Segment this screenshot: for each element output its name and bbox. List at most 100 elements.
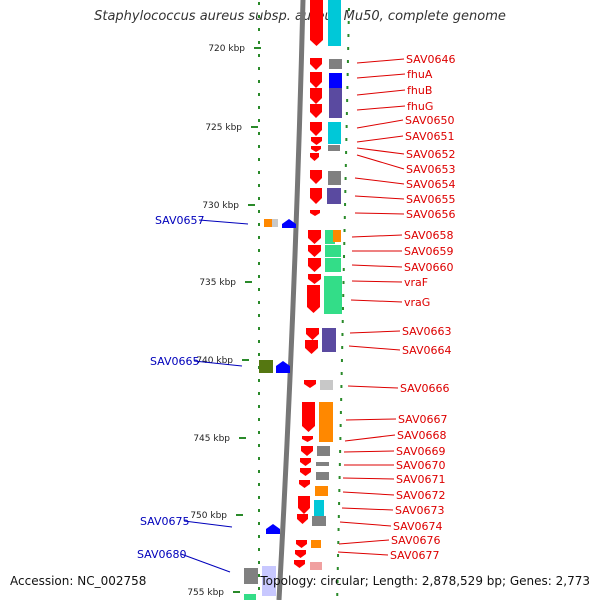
guide-dot [336, 580, 339, 583]
gene-block [328, 122, 341, 136]
guide-dot [258, 496, 260, 499]
gene-block [319, 402, 333, 442]
guide-dot [258, 327, 260, 330]
gene-arrow [306, 328, 319, 340]
gene-block [314, 500, 324, 518]
gene-arrow [294, 560, 305, 568]
axis-tick-label: 740 kbp [196, 356, 233, 366]
guide-dot [339, 450, 342, 453]
label-connector [341, 507, 394, 511]
guide-dot [258, 184, 260, 187]
label-connector [356, 147, 405, 155]
guide-dot [258, 106, 260, 109]
guide-dot [258, 470, 260, 473]
guide-dot [341, 333, 344, 336]
guide-dot [258, 80, 260, 83]
axis-tick [254, 47, 261, 49]
gene-arrow [302, 436, 313, 442]
guide-dot [340, 398, 343, 401]
gene-label: SAV0650 [405, 114, 455, 127]
guide-dot [258, 353, 260, 356]
guide-dot [258, 28, 260, 31]
gene-arrow [304, 380, 316, 388]
gene-block [325, 245, 341, 257]
gene-label: fhuA [407, 68, 433, 81]
gene-arrow [296, 540, 307, 548]
label-connector [351, 264, 403, 268]
gene-arrow [297, 514, 308, 524]
label-connector [354, 195, 405, 200]
gene-arrow [308, 258, 321, 272]
guide-dot [337, 541, 340, 544]
guide-dot [343, 229, 346, 232]
gene-arrow [310, 188, 322, 204]
label-connector [344, 434, 396, 442]
axis-tick [239, 437, 246, 439]
guide-dot [337, 554, 340, 557]
label-connector [337, 551, 389, 556]
guide-dot [346, 60, 349, 63]
gene-label: SAV0667 [398, 413, 448, 426]
guide-dot [258, 457, 260, 460]
label-connector [356, 105, 406, 111]
guide-dot [347, 47, 350, 50]
guide-dot [258, 275, 260, 278]
gene-arrow [311, 137, 322, 145]
gene-label: SAV0669 [396, 445, 446, 458]
gene-block [311, 540, 321, 548]
gene-label: SAV0680 [137, 548, 187, 561]
guide-dot [258, 431, 260, 434]
guide-dot [340, 359, 343, 362]
map-title: Staphylococcus aureus subsp. aureus Mu50… [94, 9, 506, 24]
gene-arrow [310, 153, 319, 161]
label-connector [356, 73, 406, 79]
gene-label: vraG [404, 296, 430, 309]
gene-label: SAV0651 [405, 130, 455, 143]
guide-dot [258, 210, 260, 213]
axis-tick [245, 281, 252, 283]
guide-dot [258, 288, 260, 291]
guide-dot [258, 15, 260, 18]
gene-block [244, 568, 258, 584]
label-connector [356, 89, 406, 96]
guide-dot [258, 379, 260, 382]
gene-label: SAV0660 [404, 261, 454, 274]
axis-tick [248, 204, 255, 206]
label-connector [349, 330, 401, 334]
label-connector [348, 345, 401, 351]
label-connector [356, 58, 405, 64]
gene-label: SAV0666 [400, 382, 450, 395]
gene-block [317, 446, 330, 456]
gene-label: vraF [404, 276, 428, 289]
gene-label: SAV0657 [155, 214, 205, 227]
guide-dot [342, 294, 345, 297]
guide-dot [338, 489, 341, 492]
gene-label: SAV0674 [393, 520, 443, 533]
gene-arrow [300, 468, 311, 476]
gene-block [316, 462, 329, 466]
guide-dot [258, 119, 260, 122]
guide-dot [347, 8, 350, 11]
gene-block [327, 188, 341, 204]
guide-dot [258, 340, 260, 343]
gene-arrow [310, 0, 323, 46]
label-connector [351, 234, 403, 238]
label-connector [198, 219, 249, 225]
label-connector [350, 299, 403, 303]
label-connector [339, 521, 392, 527]
label-connector [347, 385, 399, 389]
guide-dot [345, 138, 348, 141]
axis-tick-label: 720 kbp [208, 44, 245, 54]
label-connector [338, 539, 390, 545]
gene-block [329, 73, 342, 88]
dotted-guides [258, 2, 350, 596]
gene-arrow [299, 480, 310, 488]
axis-tick-label: 730 kbp [202, 201, 239, 211]
gene-arrow [276, 361, 290, 373]
guide-dot [343, 216, 346, 219]
gene-arrow [298, 496, 310, 514]
gene-block [272, 219, 278, 227]
guide-dot [347, 21, 350, 24]
gene-label: fhuB [407, 84, 432, 97]
gene-label: SAV0652 [406, 148, 456, 161]
